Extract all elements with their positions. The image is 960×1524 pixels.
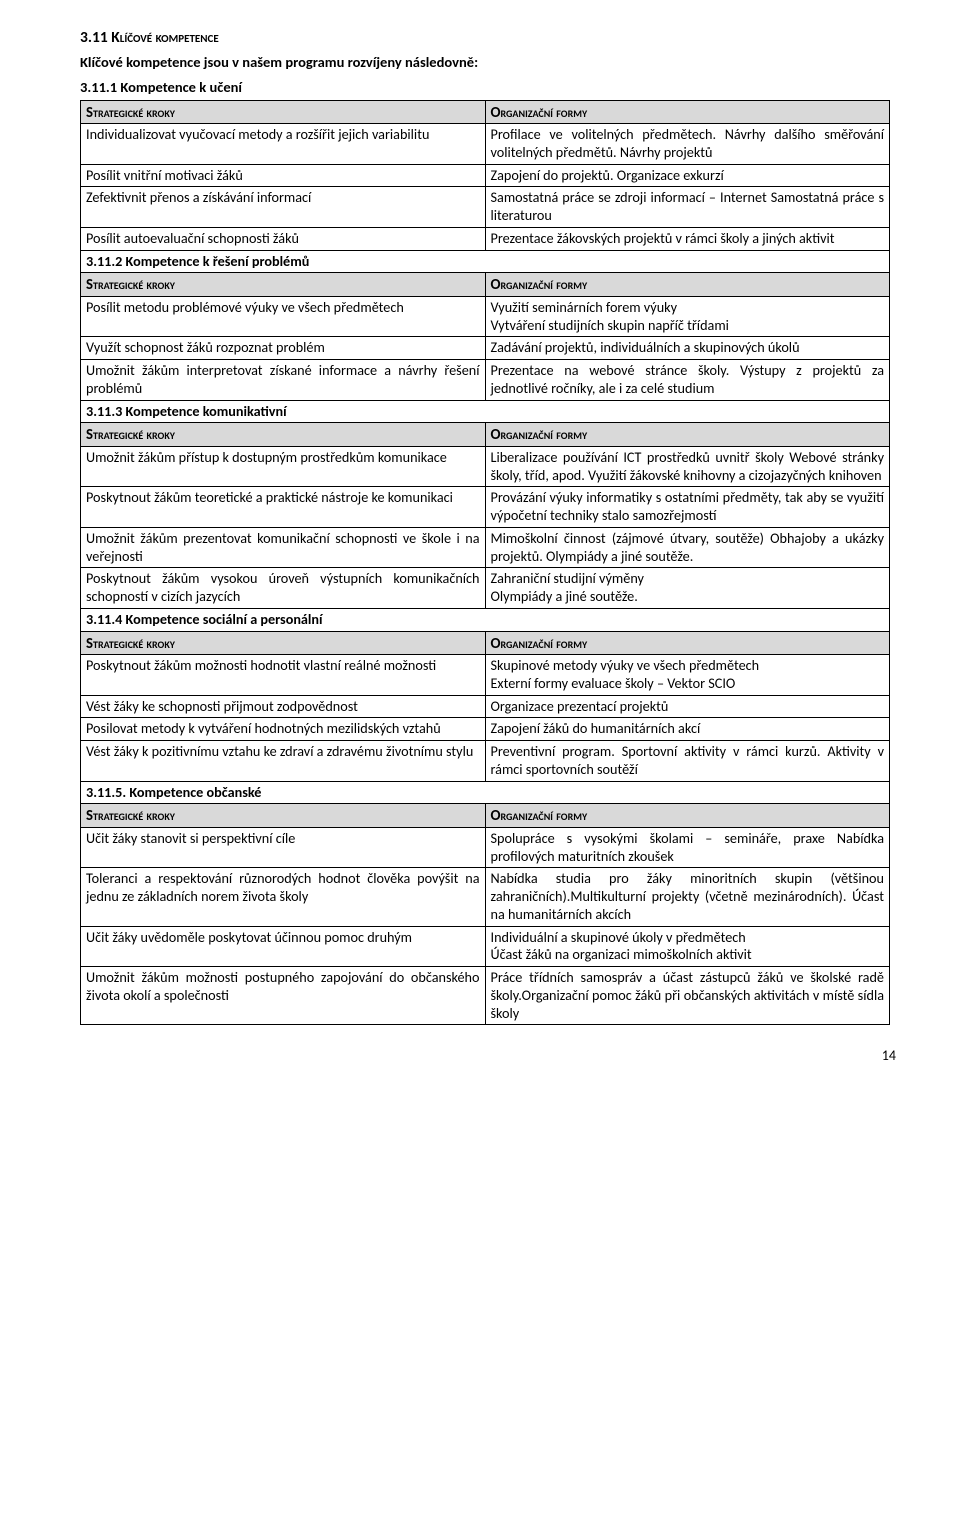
table-cell: Poskytnout žákům teoretické a praktické … bbox=[81, 487, 486, 528]
table-cell: Posílit autoevaluační schopnosti žáků bbox=[81, 227, 486, 250]
table-cell: Umožnit žákům prezentovat komunikační sc… bbox=[81, 527, 486, 568]
table-cell: Organizace prezentací projektů bbox=[485, 695, 890, 718]
table-cell: Mimoškolní činnost (zájmové útvary, sout… bbox=[485, 527, 890, 568]
table-cell: Posilovat metody k vytváření hodnotných … bbox=[81, 718, 486, 741]
table-cell: Samostatná práce se zdroji informací – I… bbox=[485, 187, 890, 228]
table-cell: Profilace ve volitelných předmětech. Náv… bbox=[485, 124, 890, 165]
table-3-11-1: Strategické krokyOrganizační formy Indiv… bbox=[80, 100, 890, 1026]
table-cell: Toleranci a respektování různorodých hod… bbox=[81, 868, 486, 926]
table-cell: Využití seminárních forem výukyVytváření… bbox=[485, 296, 890, 337]
table-cell: Provázání výuky informatiky s ostatními … bbox=[485, 487, 890, 528]
section-heading: 3.11 Klíčové kompetence bbox=[80, 28, 890, 47]
table-cell: Využít schopnost žáků rozpoznat problém bbox=[81, 337, 486, 360]
table-header-right: Organizační formy bbox=[485, 804, 890, 827]
table-header-right: Organizační formy bbox=[485, 631, 890, 654]
table-cell: Nabídka studia pro žáky minoritních skup… bbox=[485, 868, 890, 926]
table-header-left: Strategické kroky bbox=[81, 100, 486, 123]
table-cell: Vést žáky ke schopnosti přijmout zodpově… bbox=[81, 695, 486, 718]
table-cell: Umožnit žákům interpretovat získané info… bbox=[81, 360, 486, 401]
table-cell: Zadávání projektů, individuálních a skup… bbox=[485, 337, 890, 360]
table-cell: Prezentace na webové stránce školy. Výst… bbox=[485, 360, 890, 401]
table-cell: Zapojení do projektů. Organizace exkurzí bbox=[485, 164, 890, 187]
table-cell: Práce třídních samospráv a účast zástupc… bbox=[485, 967, 890, 1025]
table-cell: Spolupráce s vysokými školami – semináře… bbox=[485, 827, 890, 868]
table-cell: Individuální a skupinové úkoly v předmět… bbox=[485, 926, 890, 967]
table-cell: Zahraniční studijní výměnyOlympiády a ji… bbox=[485, 568, 890, 609]
table-cell: Umožnit žákům možnosti postupného zapojo… bbox=[81, 967, 486, 1025]
table-header-left: Strategické kroky bbox=[81, 631, 486, 654]
table-header-left: Strategické kroky bbox=[81, 273, 486, 296]
table-header-left: Strategické kroky bbox=[81, 423, 486, 446]
table-cell: Preventivní program. Sportovní aktivity … bbox=[485, 741, 890, 782]
subsection-heading: 3.11.5. Kompetence občanské bbox=[81, 781, 890, 804]
table-cell: Posílit vnitřní motivaci žáků bbox=[81, 164, 486, 187]
table-cell: Poskytnout žákům vysokou úroveň výstupní… bbox=[81, 568, 486, 609]
table-header-right: Organizační formy bbox=[485, 273, 890, 296]
table-cell: Učit žáky stanovit si perspektivní cíle bbox=[81, 827, 486, 868]
subsection-heading: 3.11.2 Kompetence k řešení problémů bbox=[81, 250, 890, 273]
table-header-left: Strategické kroky bbox=[81, 804, 486, 827]
table-cell: Posílit metodu problémové výuky ve všech… bbox=[81, 296, 486, 337]
table-cell: Poskytnout žákům možnosti hodnotit vlast… bbox=[81, 655, 486, 696]
table-cell: Zapojení žáků do humanitárních akcí bbox=[485, 718, 890, 741]
subsection-heading: 3.11.1 Kompetence k učení bbox=[80, 78, 890, 96]
table-cell: Individualizovat vyučovací metody a rozš… bbox=[81, 124, 486, 165]
table-cell: Skupinové metody výuky ve všech předměte… bbox=[485, 655, 890, 696]
subsection-heading: 3.11.4 Kompetence sociální a personální bbox=[81, 608, 890, 631]
subsection-heading: 3.11.3 Kompetence komunikativní bbox=[81, 400, 890, 423]
table-cell: Prezentace žákovských projektů v rámci š… bbox=[485, 227, 890, 250]
page-number: 14 bbox=[80, 1047, 896, 1065]
table-header-right: Organizační formy bbox=[485, 100, 890, 123]
table-cell: Vést žáky k pozitivnímu vztahu ke zdraví… bbox=[81, 741, 486, 782]
intro-text: Klíčové kompetence jsou v našem programu… bbox=[80, 53, 890, 71]
table-cell: Zefektivnit přenos a získávání informací bbox=[81, 187, 486, 228]
table-cell: Umožnit žákům přístup k dostupným prostř… bbox=[81, 446, 486, 487]
table-cell: Liberalizace používání ICT prostředků uv… bbox=[485, 446, 890, 487]
table-cell: Učit žáky uvědoměle poskytovat účinnou p… bbox=[81, 926, 486, 967]
table-header-right: Organizační formy bbox=[485, 423, 890, 446]
